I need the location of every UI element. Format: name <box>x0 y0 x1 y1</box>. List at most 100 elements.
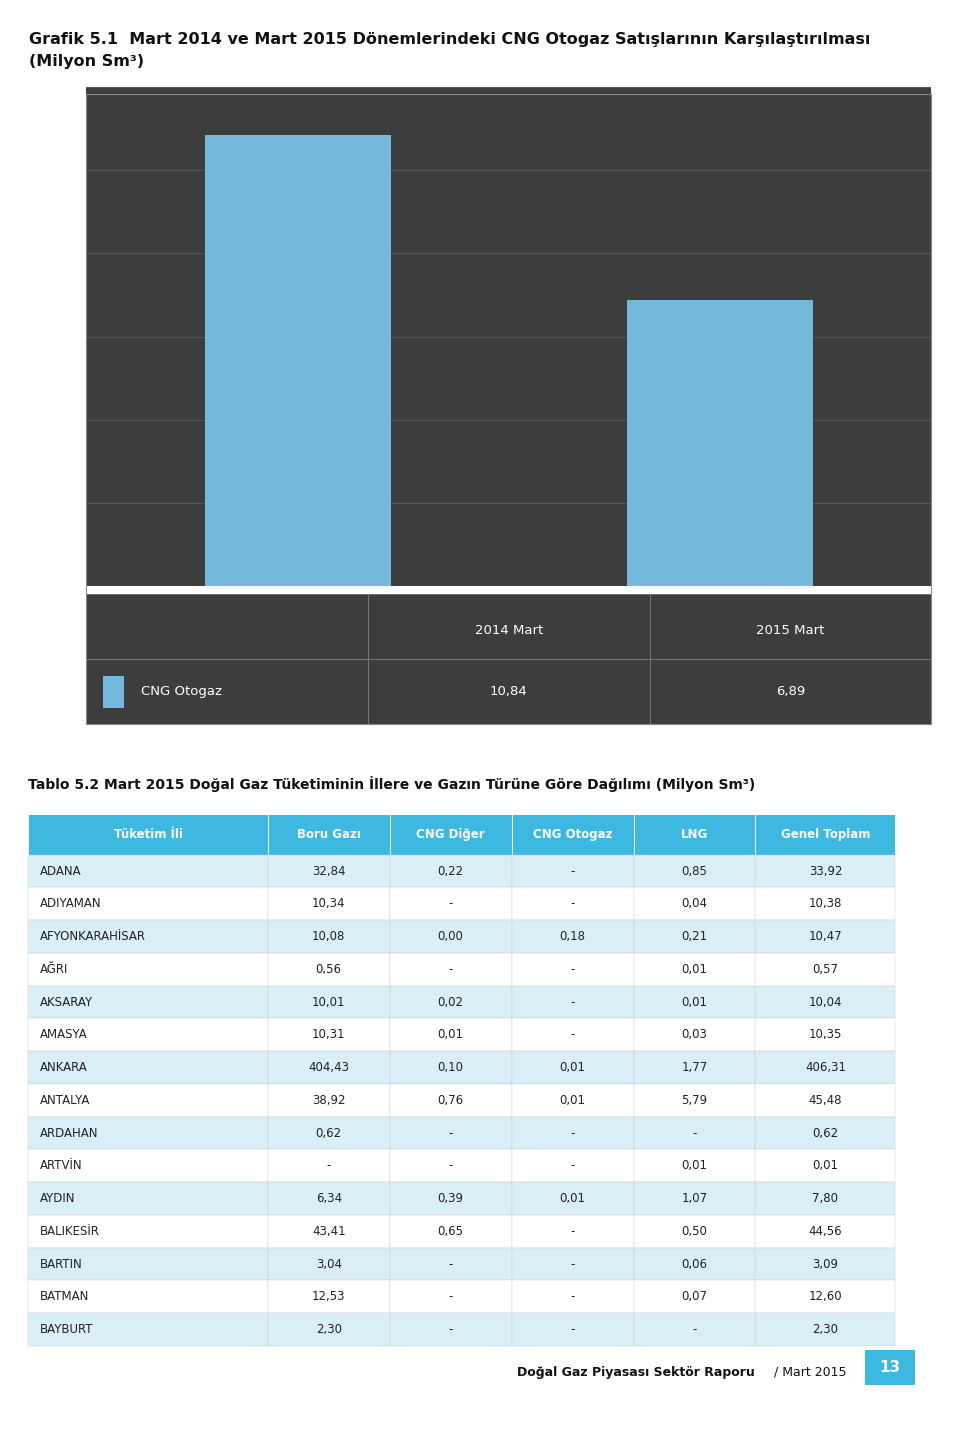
Bar <box>268 986 390 1018</box>
Text: 1,07: 1,07 <box>682 1192 708 1205</box>
Text: 0,22: 0,22 <box>438 864 464 877</box>
Bar <box>512 814 634 854</box>
Bar <box>634 1313 756 1347</box>
Text: 0,01: 0,01 <box>682 963 708 976</box>
Bar <box>390 1215 512 1248</box>
Text: AFYONKARAHİSAR: AFYONKARAHİSAR <box>39 930 146 943</box>
Bar <box>512 1215 634 1248</box>
Text: 44,56: 44,56 <box>808 1225 842 1238</box>
Text: -: - <box>570 1127 575 1140</box>
Text: 0,01: 0,01 <box>560 1061 586 1074</box>
Bar <box>29 888 268 919</box>
Bar <box>390 854 512 888</box>
Bar <box>756 919 896 953</box>
Text: -: - <box>570 864 575 877</box>
Text: -: - <box>570 963 575 976</box>
Text: 404,43: 404,43 <box>308 1061 349 1074</box>
Text: 0,62: 0,62 <box>812 1127 838 1140</box>
Text: CNG Otogaz: CNG Otogaz <box>141 685 223 698</box>
Bar <box>756 1215 896 1248</box>
Text: 0,65: 0,65 <box>438 1225 464 1238</box>
Text: -: - <box>570 1028 575 1041</box>
Bar <box>756 1182 896 1215</box>
Bar <box>29 919 268 953</box>
Text: 32,84: 32,84 <box>312 864 346 877</box>
Bar <box>756 1051 896 1085</box>
Text: 2015 Mart: 2015 Mart <box>756 624 825 637</box>
Bar <box>268 1085 390 1116</box>
Bar <box>29 1018 268 1051</box>
Text: 0,01: 0,01 <box>812 1160 838 1173</box>
Bar <box>512 1313 634 1347</box>
Bar <box>634 1248 756 1280</box>
Bar <box>390 986 512 1018</box>
Text: 0,39: 0,39 <box>438 1192 464 1205</box>
Bar <box>512 953 634 986</box>
Bar <box>268 814 390 854</box>
Bar <box>756 953 896 986</box>
Bar <box>29 814 268 854</box>
Text: 0,62: 0,62 <box>316 1127 342 1140</box>
Text: -: - <box>448 1290 453 1303</box>
Text: AĞRI: AĞRI <box>39 963 68 976</box>
Text: 38,92: 38,92 <box>312 1093 346 1106</box>
Bar <box>756 1116 896 1150</box>
Text: (Milyon Sm³): (Milyon Sm³) <box>29 54 144 68</box>
Bar <box>29 854 268 888</box>
Bar <box>268 1280 390 1313</box>
Bar <box>634 953 756 986</box>
Text: AKSARAY: AKSARAY <box>39 996 92 1009</box>
Text: 10,04: 10,04 <box>808 996 842 1009</box>
Text: -: - <box>570 1290 575 1303</box>
Bar <box>268 1248 390 1280</box>
Bar <box>390 919 512 953</box>
Bar <box>29 1313 268 1347</box>
Text: Doğal Gaz Piyasası Sektör Raporu: Doğal Gaz Piyasası Sektör Raporu <box>516 1365 755 1378</box>
Bar <box>512 986 634 1018</box>
Text: Tablo 5.2 Mart 2015 Doğal Gaz Tüketiminin İllere ve Gazın Türüne Göre Dağılımı (: Tablo 5.2 Mart 2015 Doğal Gaz Tüketimini… <box>29 776 756 792</box>
Text: 406,31: 406,31 <box>805 1061 846 1074</box>
Bar <box>634 1051 756 1085</box>
Text: ADANA: ADANA <box>39 864 81 877</box>
Text: CNG Otogaz: CNG Otogaz <box>533 828 612 841</box>
Bar <box>512 1182 634 1215</box>
Text: 0,02: 0,02 <box>438 996 464 1009</box>
Text: 2,30: 2,30 <box>316 1323 342 1337</box>
Bar <box>634 888 756 919</box>
Text: 7,80: 7,80 <box>812 1192 838 1205</box>
Text: 0,18: 0,18 <box>560 930 586 943</box>
Bar <box>390 1280 512 1313</box>
Bar <box>268 1182 390 1215</box>
Bar <box>390 1313 512 1347</box>
Bar <box>268 1116 390 1150</box>
Bar <box>634 1116 756 1150</box>
Text: -: - <box>570 1225 575 1238</box>
Bar <box>268 953 390 986</box>
Text: BAYBURT: BAYBURT <box>39 1323 93 1337</box>
Text: ADIYAMAN: ADIYAMAN <box>39 898 101 911</box>
Text: -: - <box>448 1323 453 1337</box>
Bar <box>390 1150 512 1182</box>
Text: 12,60: 12,60 <box>808 1290 842 1303</box>
Bar <box>634 1085 756 1116</box>
Text: 10,84: 10,84 <box>490 685 528 698</box>
Text: 0,01: 0,01 <box>560 1093 586 1106</box>
Text: 10,01: 10,01 <box>312 996 346 1009</box>
Bar <box>29 953 268 986</box>
Bar <box>29 1085 268 1116</box>
Text: 0,00: 0,00 <box>438 930 464 943</box>
Text: 0,56: 0,56 <box>316 963 342 976</box>
Text: 10,35: 10,35 <box>808 1028 842 1041</box>
Text: -: - <box>448 1160 453 1173</box>
Bar <box>756 986 896 1018</box>
Bar <box>512 888 634 919</box>
Bar <box>512 1018 634 1051</box>
Bar <box>756 888 896 919</box>
Text: -: - <box>692 1127 697 1140</box>
Text: 12,53: 12,53 <box>312 1290 346 1303</box>
Bar <box>512 919 634 953</box>
Bar <box>512 854 634 888</box>
Text: -: - <box>448 898 453 911</box>
Text: 10,31: 10,31 <box>312 1028 346 1041</box>
Text: -: - <box>570 1160 575 1173</box>
